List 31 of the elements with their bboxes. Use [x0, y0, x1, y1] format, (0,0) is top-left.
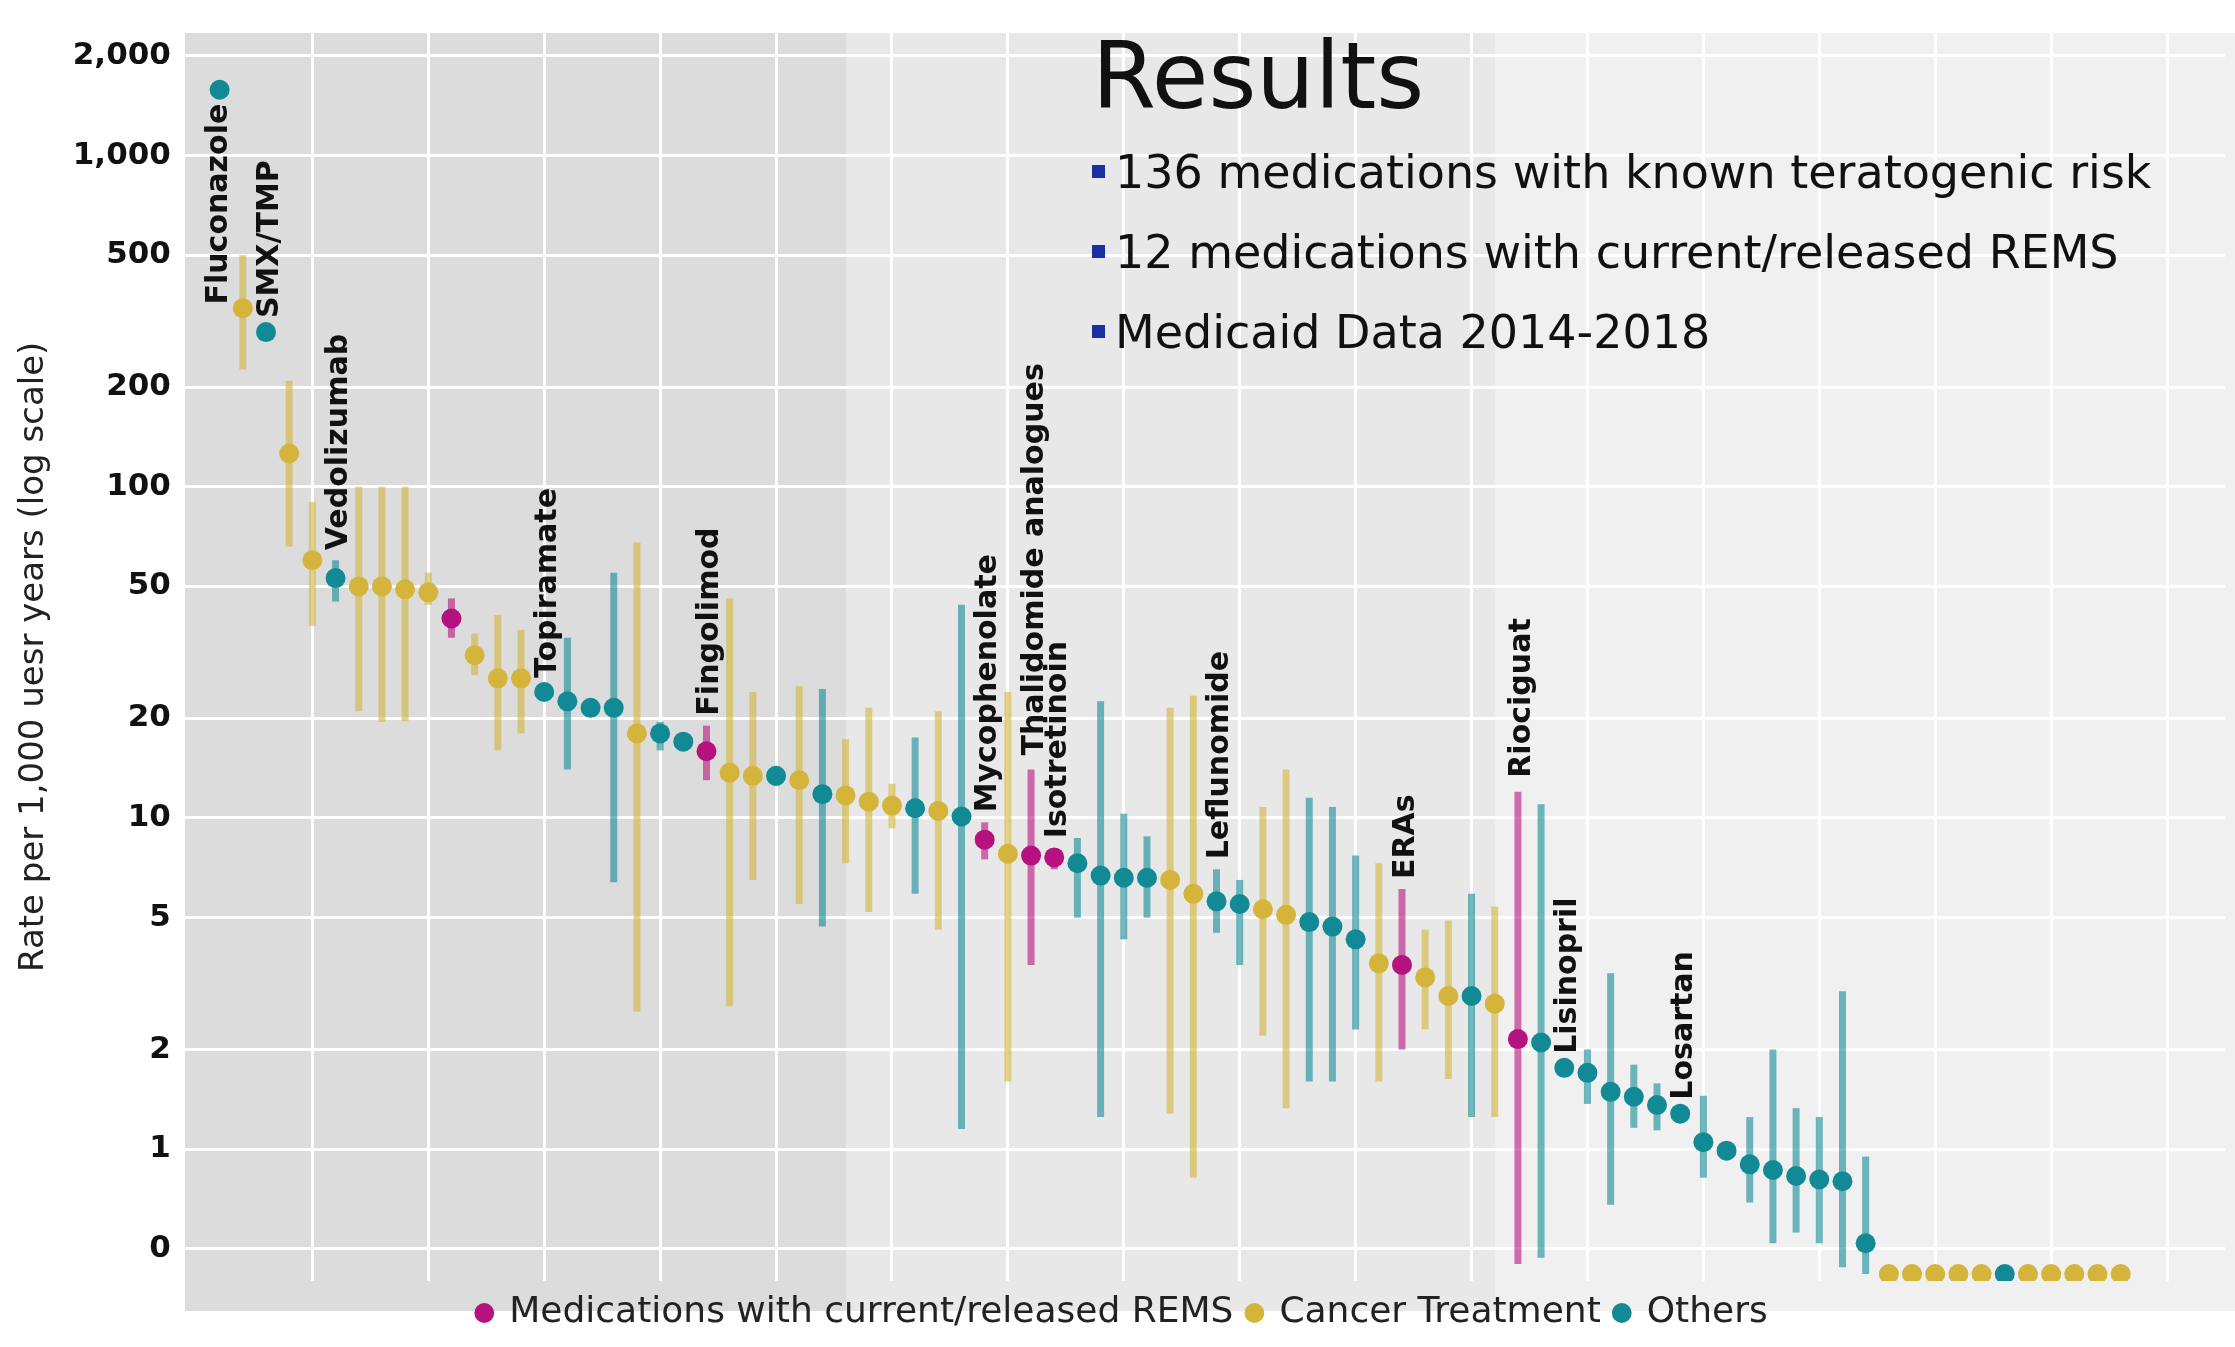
legend-label: Cancer Treatment: [1279, 1289, 1601, 1331]
y-tick-label: 1,000: [72, 134, 171, 171]
annotation: Medicaid Data 2014-2018: [1114, 304, 1712, 361]
legend-label: Others: [1646, 1289, 1768, 1331]
chart-title: Results: [1092, 22, 1426, 132]
annotation: Fluconazole: [199, 103, 235, 305]
annotation: ERAs: [1385, 794, 1421, 880]
y-tick-label: 50: [127, 565, 171, 602]
y-tick-label: 0: [149, 1227, 171, 1264]
y-axis-title: Rate per 1,000 uesr years (log scale): [11, 341, 52, 972]
y-tick-label: 200: [106, 366, 171, 403]
y-tick-label: 500: [106, 234, 171, 271]
annotation: Riociguat: [1501, 618, 1537, 778]
annotation: Leflunomide: [1200, 650, 1236, 860]
y-tick-label: 5: [149, 896, 171, 933]
annotation: Topiramate: [528, 487, 563, 679]
annotation: Fingolimod: [690, 527, 726, 716]
y-tick-label: 2: [149, 1028, 171, 1065]
y-tick-label: 100: [106, 465, 171, 502]
y-tick-label: 2,000: [72, 34, 171, 71]
y-tick-label: 20: [127, 697, 171, 734]
y-tick-label: 1: [149, 1128, 171, 1165]
annotation: Vedolizumab: [319, 333, 355, 551]
annotation: Mycophenolate: [968, 554, 1004, 813]
annotation: Losartan: [1663, 951, 1699, 1100]
annotation: Lisinopril: [1548, 897, 1584, 1054]
y-tick-label: 10: [127, 797, 171, 834]
annotation: 12 medications with current/released REMS: [1114, 224, 2120, 281]
annotation: SMX/TMP: [249, 160, 285, 319]
legend-label: Medications with current/released REMS: [509, 1289, 1234, 1331]
annotation: 136 medications with known teratogenic risk: [1114, 144, 2152, 201]
